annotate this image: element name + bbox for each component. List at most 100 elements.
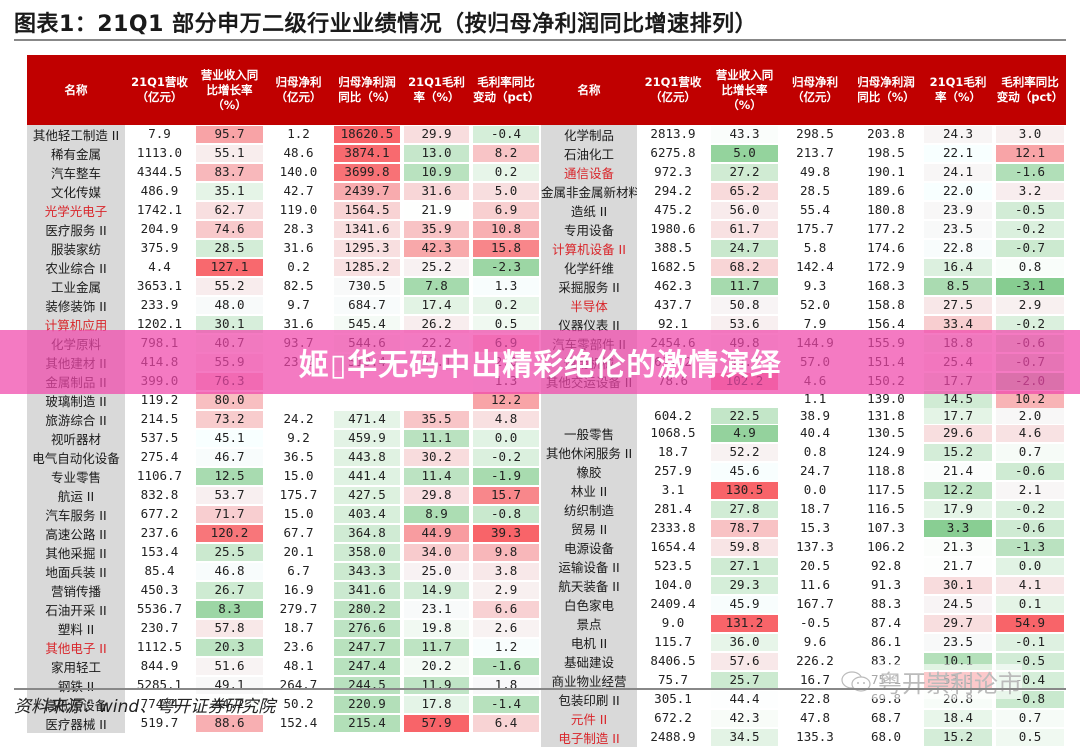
industry-name: 地面兵装 II: [27, 562, 125, 581]
cell-value: 730.5: [334, 278, 400, 295]
table-cell: -1.6: [994, 163, 1066, 182]
cell-value: 87.4: [870, 615, 902, 631]
cell-value: 4.8: [473, 411, 539, 428]
table-cell: 156.4: [850, 315, 922, 334]
table-cell: 27.5: [922, 296, 994, 315]
table-cell: 177.2: [850, 220, 922, 239]
source-note: 资料来源：wind、粤开证券研究院: [14, 697, 276, 717]
cell-value: -0.7: [996, 240, 1064, 257]
industry-name: 工业金属: [27, 277, 125, 296]
cell-value: 1113.0: [136, 145, 183, 161]
table-cell: 24.1: [922, 163, 994, 182]
cell-value: 55.1: [196, 145, 263, 162]
table-cell: 17.7: [922, 407, 994, 425]
industry-name: 景点: [541, 614, 637, 634]
industry-name: 半导体: [541, 296, 637, 315]
cell-value: 1112.5: [136, 639, 183, 655]
cell-value: 214.5: [140, 411, 179, 427]
overlay-banner[interactable]: 姬▯华无码中出精彩绝伦的激情演绎: [0, 330, 1080, 394]
cell-value: 213.7: [796, 145, 834, 161]
cell-value: 22.1: [924, 145, 992, 162]
cell-value: 6275.8: [650, 145, 696, 161]
table-cell: 39.3: [471, 524, 541, 543]
cell-value: 27.8: [711, 501, 778, 518]
table-cell: 0.0: [471, 429, 541, 448]
industry-name: 采掘服务 II: [541, 277, 637, 296]
table-cell: -3.1: [994, 277, 1066, 296]
cell-value: 257.9: [654, 463, 692, 479]
table-cell: 46.7: [194, 448, 265, 467]
table-cell: 17.8: [402, 695, 471, 714]
cell-value: 972.3: [654, 164, 692, 180]
cell-value: 127.1: [196, 259, 263, 276]
cell-value: 68.2: [711, 259, 778, 276]
industry-name: 包装印刷 II: [541, 690, 637, 710]
cell-value: 4344.5: [136, 164, 183, 180]
table-row: 文化传媒 486.9 35.1 42.7 2439.7 31.6 5.0: [27, 182, 541, 201]
table-cell: 46.8: [194, 562, 265, 581]
table-cell: 9.6: [780, 633, 850, 652]
industry-name: 玻璃制造 II: [27, 391, 125, 410]
cell-value: 364.8: [334, 525, 400, 542]
industry-name: 金属非金属新材料: [541, 182, 637, 201]
table-cell: 52.2: [709, 443, 780, 462]
table-cell: 65.2: [709, 182, 780, 201]
cell-value: -0.8: [473, 506, 539, 523]
table-cell: 42.7: [265, 182, 332, 201]
cell-value: 6.9: [473, 202, 539, 219]
table-cell: 42.3: [709, 709, 780, 728]
table-cell: 730.5: [332, 277, 402, 296]
table-cell: 22.5: [709, 407, 780, 425]
cell-value: 450.3: [140, 582, 179, 598]
table-row: 通信设备 972.3 27.2 49.8 190.1 24.1 -1.6: [541, 163, 1066, 182]
table-cell: 82.5: [265, 277, 332, 296]
cell-value: 4.4: [148, 259, 171, 275]
table-cell: 22.0: [922, 182, 994, 201]
table-cell: 59.8: [709, 538, 780, 557]
cell-value: 56.0: [711, 202, 778, 219]
cell-value: 24.5: [924, 596, 992, 613]
cell-value: 48.6: [283, 145, 314, 161]
table-cell: 30.1: [922, 576, 994, 595]
table-cell: 86.1: [850, 633, 922, 652]
cell-value: 15.7: [473, 487, 539, 504]
industry-name: 运输设备 II: [541, 557, 637, 577]
cell-value: 29.6: [924, 425, 992, 442]
table-cell: 44.2: [194, 695, 265, 714]
cell-value: 275.4: [140, 449, 179, 465]
cell-value: 16.7: [799, 672, 831, 688]
table-cell: 226.2: [780, 652, 850, 671]
table-cell: -1.6: [471, 657, 541, 676]
table-cell: 3699.8: [332, 163, 402, 182]
table-cell: 34.5: [709, 728, 780, 747]
cell-value: 203.8: [867, 126, 905, 142]
cell-value: 25.7: [711, 672, 778, 689]
table-cell: 0.8: [994, 258, 1066, 277]
table-row: 电机 II 115.7 36.0 9.6 86.1 23.5 -0.1: [541, 633, 1066, 653]
table-cell: 24.2: [265, 410, 332, 429]
industry-name: 通信设备: [541, 163, 637, 182]
table-cell: 50.8: [709, 296, 780, 315]
table-row: 电气自动化设备 275.4 46.7 36.5 443.8 30.2 -0.2: [27, 448, 541, 467]
table-cell: 2.9: [994, 296, 1066, 315]
table-cell: 48.1: [265, 657, 332, 676]
table-cell: 1341.6: [332, 220, 402, 239]
table-cell: 7.9: [780, 315, 850, 334]
cell-value: 17.8: [404, 696, 469, 713]
table-cell: 56.0: [709, 201, 780, 220]
cell-value: 8.9: [404, 506, 469, 523]
table-cell: 172.9: [850, 258, 922, 277]
column-header: 名称: [27, 55, 125, 125]
column-header: 21Q1毛利率（%）: [922, 55, 994, 125]
table-cell: 294.2: [637, 182, 709, 201]
cell-value: 0.8: [996, 259, 1064, 276]
table-cell: 279.7: [265, 600, 332, 619]
table-cell: -1.4: [471, 695, 541, 714]
table-cell: 237.6: [125, 524, 194, 543]
industry-name: 电子制造 II: [541, 728, 637, 747]
right-table: 名称 21Q1营收（亿元） 营业收入同比增长率（%） 归母净利（亿元） 归母净利润同比（…: [541, 55, 1066, 747]
table-cell: 31.6: [265, 315, 332, 334]
table-cell: 16.9: [265, 581, 332, 600]
table-cell: 68.0: [850, 728, 922, 747]
column-header: 归母净利（亿元）: [265, 55, 332, 125]
